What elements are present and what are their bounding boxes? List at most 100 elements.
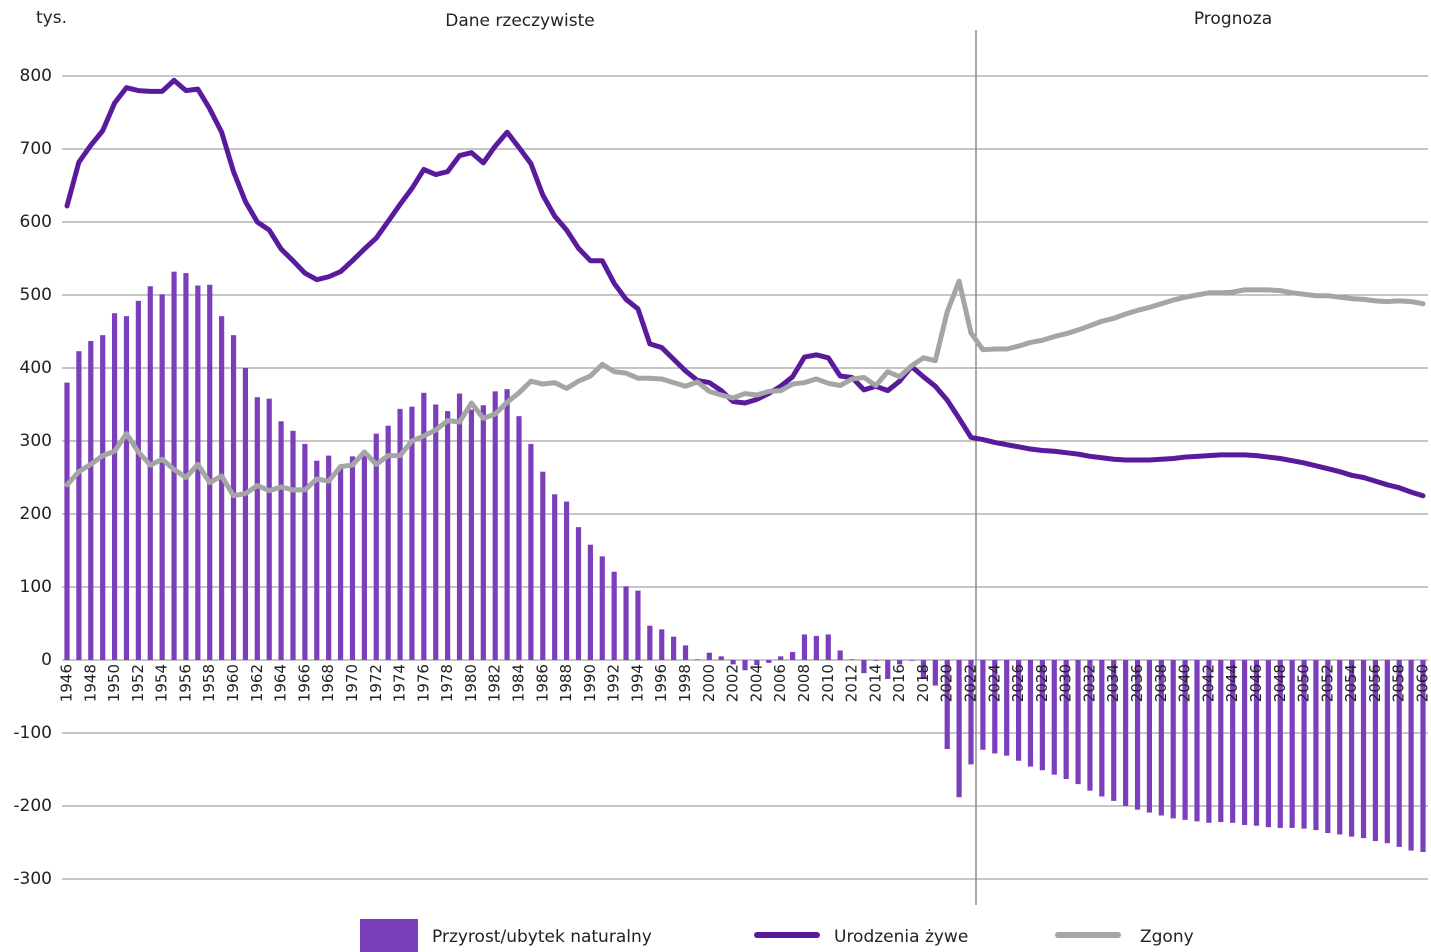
bar (1349, 660, 1355, 837)
x-tick-label: 1972 (367, 664, 385, 702)
bar (706, 652, 712, 660)
x-tick-label: 2030 (1057, 664, 1075, 702)
bar (302, 443, 308, 660)
x-tick-label: 2002 (724, 664, 742, 702)
x-tick-label: 2046 (1247, 664, 1265, 702)
bar (956, 660, 962, 798)
bar (897, 660, 903, 665)
bar (1087, 660, 1093, 791)
x-tick-label: 2040 (1176, 664, 1194, 702)
y-tick-label: 200 (20, 504, 52, 524)
legend-swatch (360, 919, 418, 952)
bar (207, 284, 213, 660)
bar (373, 433, 379, 660)
legend: Przyrost/ubytek naturalny Urodzenia żywe Z… (360, 919, 1194, 952)
bar (778, 656, 784, 660)
bar (1123, 660, 1129, 806)
y-tick-label: -300 (13, 869, 52, 889)
x-tick-label: 1978 (438, 664, 456, 702)
bar (992, 660, 998, 754)
x-tick-label: 2060 (1414, 664, 1431, 702)
bar (980, 660, 986, 750)
bar (1313, 660, 1319, 831)
x-tick-label: 2032 (1080, 664, 1098, 702)
y-tick-label: 700 (20, 139, 52, 159)
bar (492, 391, 498, 660)
bar (754, 660, 760, 666)
bar (468, 409, 475, 660)
x-tick-label: 2038 (1152, 664, 1170, 702)
bar (659, 629, 665, 660)
lines (64, 77, 1426, 499)
bar (504, 389, 510, 660)
x-tick-label: 1968 (319, 664, 337, 702)
x-tick-label: 1948 (81, 664, 99, 702)
bar (183, 273, 189, 660)
x-tick-label: 2000 (700, 664, 718, 702)
bar (266, 398, 272, 660)
bar (837, 650, 843, 660)
bar (171, 271, 177, 660)
bar (623, 586, 629, 660)
bar (1075, 660, 1081, 785)
bar (326, 455, 332, 660)
annotation: Dane rzeczywiste (445, 11, 594, 31)
bar (64, 382, 70, 660)
x-tick-label: 2056 (1366, 664, 1384, 702)
bar (599, 556, 605, 660)
x-tick-label: 1956 (176, 664, 194, 702)
y-tick-label: 800 (20, 66, 52, 86)
x-tick-label: 1988 (557, 664, 575, 702)
bar (445, 411, 451, 660)
x-tick-label: 1946 (58, 664, 76, 702)
bar (337, 466, 344, 660)
x-tick-label: 2010 (819, 664, 837, 702)
x-tick-label: 2036 (1128, 664, 1146, 702)
x-tick-label: 1980 (462, 664, 480, 702)
x-tick-label: 2012 (843, 664, 861, 702)
bar (1027, 660, 1034, 767)
y-tick-label: 300 (20, 431, 52, 451)
x-tick-label: 1966 (295, 664, 313, 702)
bar (385, 425, 391, 660)
bar (1099, 660, 1105, 797)
x-tick-label: 2020 (938, 664, 956, 702)
bar (1134, 660, 1141, 810)
bar (563, 501, 570, 660)
bar (968, 660, 974, 765)
x-tick-label: 1974 (391, 664, 409, 702)
x-tick-label: 1970 (343, 664, 361, 702)
legend-label: Urodzenia żywe (834, 927, 968, 947)
bar (766, 660, 772, 663)
bar (1146, 660, 1153, 813)
y-tick-label: 500 (20, 285, 52, 305)
x-tick-label: 2034 (1104, 664, 1122, 702)
bar (1004, 660, 1010, 756)
x-tick-label: 2006 (771, 664, 789, 702)
bar (456, 393, 463, 660)
bar (1230, 660, 1236, 823)
x-tick-label: 2028 (1033, 664, 1051, 702)
bar (1015, 660, 1022, 761)
bar (314, 460, 320, 660)
x-tick-label: 2044 (1223, 664, 1241, 702)
x-tick-label: 2014 (866, 664, 884, 702)
x-tick-label: 2054 (1342, 664, 1360, 702)
legend-label: Przyrost/ubytek naturalny (432, 927, 652, 947)
x-tick-label: 2042 (1199, 664, 1217, 702)
bar (908, 660, 915, 661)
bar (516, 416, 522, 660)
bar (195, 285, 201, 660)
bar (433, 404, 439, 660)
bar (1396, 660, 1402, 847)
bar (159, 294, 165, 660)
x-tick-label: 2024 (985, 664, 1003, 702)
x-tick-label: 1960 (224, 664, 242, 702)
bar (1265, 660, 1271, 828)
bar (219, 316, 225, 660)
bar (552, 494, 558, 660)
grid: -300 -200 -100 0 100 200 300 400 500 600 700 800 (13, 66, 1428, 889)
bar (135, 300, 141, 660)
x-tick-label: 1950 (105, 664, 123, 702)
